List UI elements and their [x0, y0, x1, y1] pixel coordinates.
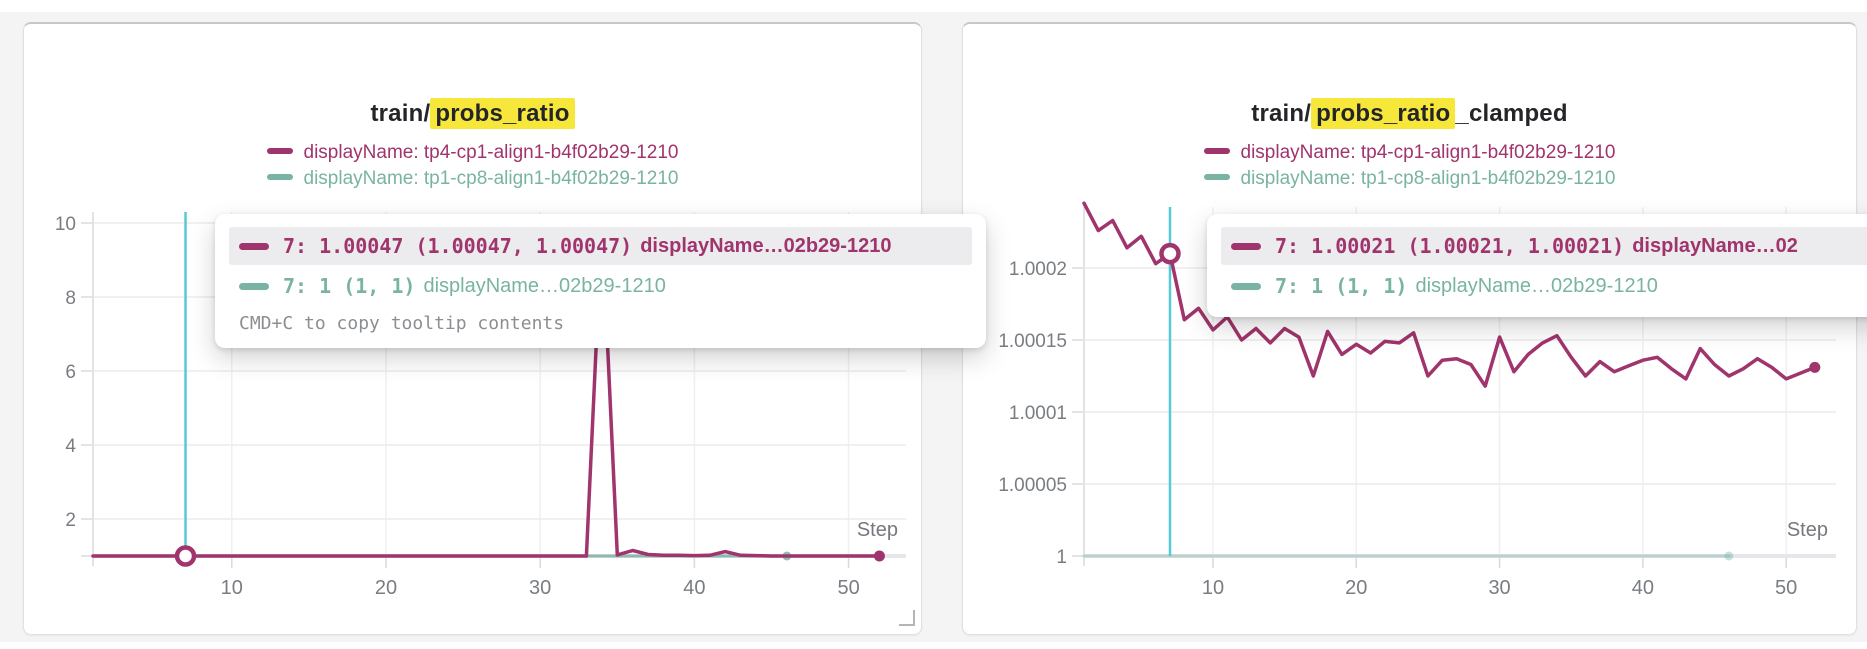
x-tick-label: 10 [221, 577, 243, 599]
tooltip-value: 7: 1 (1, 1) [283, 274, 416, 298]
series-swatch-icon [1203, 147, 1230, 154]
y-tick-label: 1.0002 [1009, 259, 1067, 280]
y-tick-label: 1.00015 [998, 331, 1067, 352]
series-swatch-icon [239, 282, 269, 290]
x-tick-label: 20 [375, 577, 397, 599]
series-swatch-icon [266, 147, 293, 154]
legend: displayName: tp4-cp1-align1-b4f02b29-121… [24, 140, 921, 192]
legend-item[interactable]: displayName: tp1-cp8-align1-b4f02b29-121… [24, 166, 921, 192]
legend-item[interactable]: displayName: tp1-cp8-align1-b4f02b29-121… [963, 166, 1856, 192]
tooltip-value: 7: 1 (1, 1) [1275, 274, 1408, 298]
title-highlight: probs_ratio [1311, 98, 1456, 129]
chart-panel-probs-ratio: train/probs_ratio displayName: tp4-cp1-a… [23, 22, 986, 635]
y-tick-label: 10 [55, 214, 76, 235]
legend-label: displayName: tp4-cp1-align1-b4f02b29-121… [303, 142, 679, 163]
series-swatch-icon [266, 173, 293, 180]
x-tick-label: 30 [1488, 577, 1510, 599]
chart-title: train/probs_ratio [24, 98, 921, 129]
x-tick-label: 40 [1632, 577, 1654, 599]
title-highlight: probs_ratio [430, 98, 575, 129]
tooltip-value: 7: 1.00021 (1.00021, 1.00021) [1275, 234, 1625, 258]
legend-item[interactable]: displayName: tp4-cp1-align1-b4f02b29-121… [24, 140, 921, 166]
series-line [91, 221, 882, 558]
hover-marker [1159, 242, 1181, 265]
tooltip-row: 7: 1.00047 (1.00047, 1.00047) displayNam… [229, 227, 972, 265]
x-tick-label: 40 [683, 577, 705, 599]
x-tick-label: 50 [1775, 577, 1797, 599]
legend: displayName: tp4-cp1-align1-b4f02b29-121… [963, 140, 1856, 192]
tooltip-run-name: displayName…02b29-1210 [1415, 274, 1658, 297]
title-suffix: _clamped [1455, 100, 1568, 127]
tooltip-run-name: displayName…02b29-1210 [640, 234, 892, 257]
series-end-dot [1724, 551, 1734, 561]
series-swatch-icon [239, 242, 269, 250]
x-tick-label: 30 [529, 577, 551, 599]
chart-tooltip: 7: 1.00047 (1.00047, 1.00047) displayNam… [215, 214, 986, 348]
tooltip-row: 7: 1.00021 (1.00021, 1.00021) displayNam… [1221, 227, 1867, 265]
axis-label-step: Step [1787, 519, 1828, 541]
title-prefix: train/ [370, 100, 431, 127]
tooltip-value: 7: 1.00047 (1.00047, 1.00047) [283, 234, 633, 258]
chart-canvas[interactable]: 10 20 30 40 50 1 1.00005 1.0001 1.00015 1.0002 Ste… [963, 24, 1867, 634]
series-swatch-icon [1203, 173, 1230, 180]
tooltip-row: 7: 1 (1, 1) displayName…02b29-1210 [229, 267, 972, 305]
resize-handle-icon[interactable] [899, 610, 915, 626]
tooltip-copy-hint: CMD+C to copy tooltip contents [239, 313, 565, 334]
y-tick-label: 1.00005 [998, 475, 1067, 496]
legend-item[interactable]: displayName: tp4-cp1-align1-b4f02b29-121… [963, 140, 1856, 166]
y-tick-label: 8 [65, 288, 76, 309]
tooltip-run-name: displayName…02b29-1210 [423, 274, 666, 297]
y-tick-label: 6 [65, 362, 76, 383]
title-prefix: train/ [1251, 100, 1312, 127]
chart-tooltip: 7: 1.00021 (1.00021, 1.00021) displayNam… [1207, 214, 1867, 317]
series-end-dot [1809, 361, 1821, 373]
legend-label: displayName: tp1-cp8-align1-b4f02b29-121… [303, 168, 679, 189]
x-tick-label: 10 [1202, 577, 1224, 599]
legend-label: displayName: tp1-cp8-align1-b4f02b29-121… [1240, 168, 1616, 189]
hover-marker [174, 545, 197, 567]
x-tick-label: 20 [1345, 577, 1367, 599]
chart-panel-probs-ratio-clamped: train/probs_ratio _clamped displayName: t… [962, 22, 1867, 635]
series-line [1082, 201, 1817, 388]
series-swatch-icon [1231, 282, 1261, 290]
tooltip-run-name: displayName…02 [1632, 234, 1798, 257]
tooltip-row: 7: 1 (1, 1) displayName…02b29-1210 [1221, 267, 1867, 305]
chart-title: train/probs_ratio _clamped [963, 98, 1856, 129]
y-tick-label: 2 [65, 510, 76, 531]
y-tick-label: 4 [65, 436, 76, 457]
series-swatch-icon [1231, 242, 1261, 250]
y-tick-label: 1.0001 [1009, 403, 1067, 424]
series-end-dot [873, 550, 885, 562]
x-tick-label: 50 [837, 577, 859, 599]
axis-label-step: Step [857, 519, 898, 541]
y-tick-label: 1 [1056, 547, 1067, 568]
legend-label: displayName: tp4-cp1-align1-b4f02b29-121… [1240, 142, 1616, 163]
